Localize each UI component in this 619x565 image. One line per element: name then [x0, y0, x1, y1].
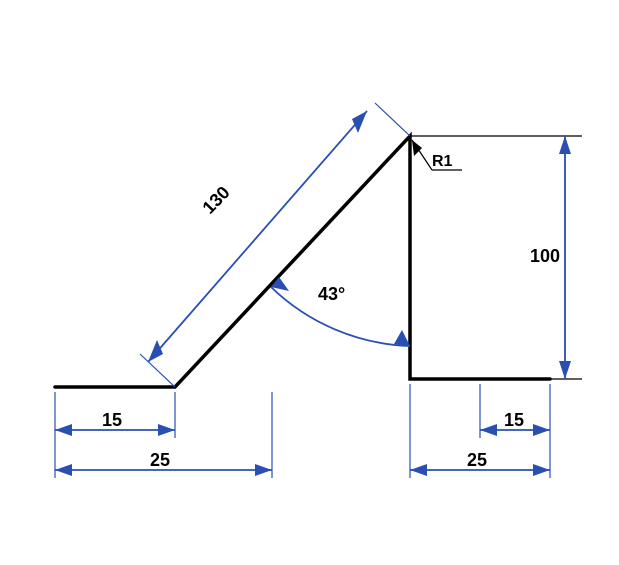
dim-right-25-label: 25 — [467, 450, 487, 470]
dim-right-15-label: 15 — [504, 410, 524, 430]
radius-callout-r1: R1 — [412, 140, 462, 170]
dim-diagonal-130: 130 — [140, 103, 410, 387]
dim-left-15-label: 15 — [102, 410, 122, 430]
radius-label: R1 — [432, 153, 453, 170]
technical-drawing: 130 43° R1 100 15 25 — [0, 0, 619, 565]
dim-left-25: 25 — [55, 392, 272, 478]
dim-diagonal-label: 130 — [198, 182, 233, 218]
dim-vertical-label: 100 — [530, 246, 560, 266]
dim-left-25-label: 25 — [150, 450, 170, 470]
dim-right-15: 15 — [480, 384, 550, 478]
sheet-profile — [55, 136, 550, 387]
dim-vertical-100: 100 — [410, 136, 582, 379]
dim-angle-43: 43° — [271, 277, 410, 346]
dim-angle-label: 43° — [318, 284, 345, 304]
